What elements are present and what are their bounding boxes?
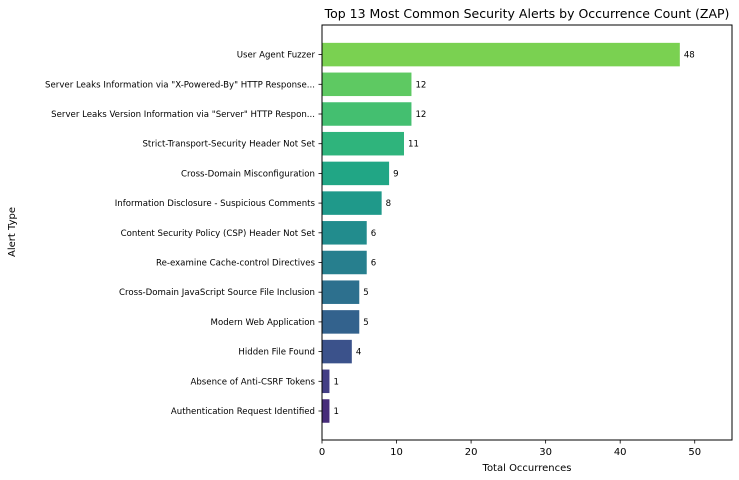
y-tick-label: Authentication Request Identified [171,407,315,417]
bar-value-label: 1 [333,377,338,387]
bar-value-label: 6 [371,259,376,269]
bar [322,250,367,275]
y-tick-label: Server Leaks Version Information via "Se… [51,110,315,120]
bar-value-label: 12 [415,110,426,120]
x-tick-label: 20 [465,447,478,458]
x-tick-label: 10 [390,447,403,458]
bars-group [322,42,680,423]
y-axis-label: Alert Type [7,207,18,257]
x-tick-label: 50 [688,447,701,458]
y-tick-label: Content Security Policy (CSP) Header Not… [121,229,316,239]
bar-value-label: 5 [363,318,368,328]
bar-value-label: 12 [415,80,426,90]
bar [322,42,680,67]
x-tick-label: 40 [614,447,627,458]
bar [322,161,390,186]
x-tick-label: 0 [319,447,325,458]
bar-value-label: 8 [386,199,391,209]
bar [322,102,412,126]
bar [322,221,367,245]
y-tick-label: User Agent Fuzzer [237,51,316,61]
y-tick-label: Strict-Transport-Security Header Not Set [142,140,315,150]
y-tick-label: Cross-Domain Misconfiguration [181,169,315,179]
bar-value-label: 1 [333,407,338,417]
bar-value-label: 6 [371,229,376,239]
y-tick-labels: User Agent Fuzzer Server Leaks Informatio… [45,51,322,417]
bar [322,280,360,304]
bar [322,131,404,156]
x-ticks: 0 10 20 30 40 50 [319,440,701,458]
bar [322,310,360,334]
bar-value-label: 5 [363,288,368,298]
y-tick-label: Hidden File Found [238,348,315,358]
y-tick-label: Server Leaks Information via "X-Powered-… [45,80,315,90]
bar [322,72,412,97]
x-tick-label: 30 [539,447,552,458]
chart-title: Top 13 Most Common Security Alerts by Oc… [324,6,730,21]
y-tick-label: Absence of Anti-CSRF Tokens [190,377,315,387]
y-tick-label: Information Disclosure - Suspicious Comm… [115,199,316,209]
bar-value-label: 48 [684,51,695,61]
x-axis-label: Total Occurrences [482,463,572,474]
bar [322,339,352,364]
y-tick-label: Modern Web Application [211,318,315,328]
bar-value-label: 4 [356,348,361,358]
bar [322,369,330,394]
plot-frame [321,24,733,441]
y-tick-label: Re-examine Cache-control Directives [156,259,316,269]
y-tick-label: Cross-Domain JavaScript Source File Incl… [119,288,315,298]
bar-value-label: 9 [393,169,398,179]
bar [322,191,382,215]
bar [322,399,330,423]
bar-value-label: 11 [408,140,419,150]
